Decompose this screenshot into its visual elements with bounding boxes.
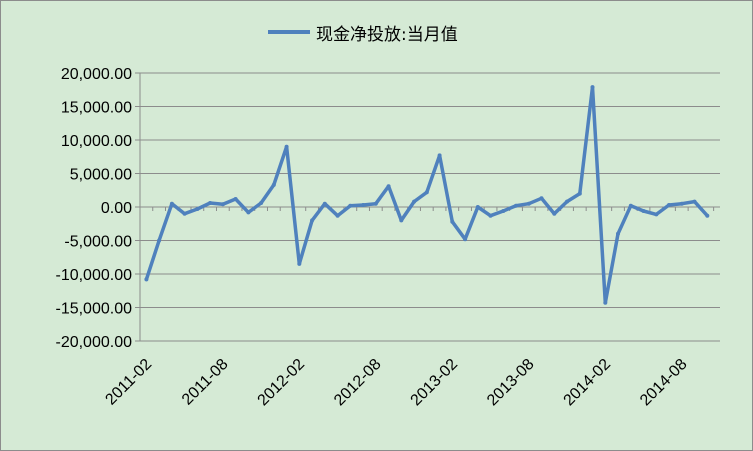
data-point bbox=[424, 190, 429, 195]
data-point bbox=[628, 203, 633, 208]
data-point bbox=[399, 218, 404, 223]
data-point bbox=[463, 237, 468, 242]
data-point bbox=[552, 211, 557, 216]
y-tick-label: 0.00 bbox=[101, 200, 132, 217]
y-tick-label: 15,000.00 bbox=[61, 100, 132, 117]
data-point bbox=[182, 211, 187, 216]
data-point bbox=[654, 212, 659, 217]
data-point bbox=[475, 205, 480, 209]
y-tick-label: -20,000.00 bbox=[55, 334, 132, 351]
x-tick-label: 2011-08 bbox=[179, 356, 232, 409]
data-point bbox=[705, 213, 710, 218]
data-point bbox=[233, 197, 238, 201]
data-point bbox=[246, 210, 251, 215]
series-layer bbox=[144, 85, 710, 305]
x-axis: 2011-02 2011-08 2012-02 2012-08 2013-02 2013-… bbox=[103, 207, 715, 410]
data-point bbox=[437, 153, 442, 158]
data-point bbox=[667, 203, 671, 207]
y-tick-label: 20,000.00 bbox=[61, 66, 132, 83]
data-point bbox=[322, 201, 327, 206]
data-point bbox=[144, 277, 149, 282]
data-point bbox=[271, 182, 276, 187]
data-point bbox=[679, 201, 684, 206]
data-point bbox=[488, 213, 493, 218]
data-point bbox=[526, 201, 531, 206]
y-tick-label: -15,000.00 bbox=[55, 301, 132, 318]
data-point bbox=[514, 203, 518, 208]
x-tick-label: 2014-08 bbox=[637, 356, 691, 410]
data-point bbox=[539, 196, 544, 201]
y-tick-label: -5,000.00 bbox=[64, 234, 132, 251]
data-point bbox=[692, 199, 697, 204]
x-tick-label: 2012-02 bbox=[255, 356, 309, 410]
data-point bbox=[501, 209, 506, 213]
gridlines bbox=[140, 72, 720, 342]
legend: 现金净投放:当月值 bbox=[268, 18, 458, 46]
data-point bbox=[373, 201, 378, 206]
data-point bbox=[348, 203, 353, 208]
data-point bbox=[565, 199, 569, 204]
data-point bbox=[208, 201, 213, 205]
data-point bbox=[195, 207, 200, 211]
x-tick-label: 2013-08 bbox=[484, 356, 538, 410]
data-point bbox=[590, 85, 595, 90]
x-tick-label: 2012-08 bbox=[331, 356, 385, 410]
series-line bbox=[144, 85, 710, 305]
data-point bbox=[412, 199, 417, 204]
y-tick-label: 5,000.00 bbox=[70, 167, 132, 184]
data-point bbox=[616, 231, 620, 236]
y-tick-label: -10,000.00 bbox=[55, 267, 132, 284]
y-axis: 20,000.00 15,000.00 10,000.00 5,000.00 0.00 -… bbox=[55, 66, 141, 351]
x-tick-label: 2014-02 bbox=[561, 356, 615, 410]
data-point bbox=[603, 300, 608, 305]
data-point bbox=[220, 202, 225, 207]
data-point bbox=[310, 218, 315, 223]
data-point bbox=[284, 144, 289, 149]
legend-label: 现金净投放:当月值 bbox=[316, 24, 458, 45]
data-point bbox=[297, 261, 302, 266]
data-point bbox=[361, 203, 366, 207]
data-point bbox=[450, 219, 455, 224]
x-tick-label: 2011-02 bbox=[103, 356, 156, 409]
y-tick-label: 10,000.00 bbox=[61, 133, 132, 150]
data-point bbox=[386, 184, 391, 189]
data-point bbox=[259, 201, 264, 205]
legend-line-swatch bbox=[268, 30, 310, 34]
data-point bbox=[577, 191, 582, 196]
data-point bbox=[157, 238, 162, 243]
data-point bbox=[641, 209, 646, 213]
x-tick-label: 2013-02 bbox=[408, 356, 462, 410]
data-point bbox=[335, 213, 340, 218]
data-point bbox=[169, 201, 174, 206]
